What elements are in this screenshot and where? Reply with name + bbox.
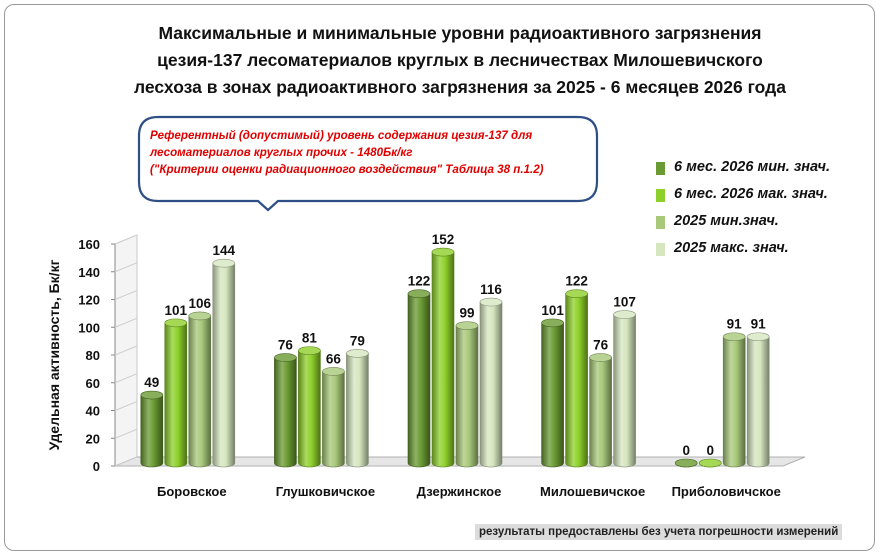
y-tick-depth <box>114 428 138 439</box>
x-tick-label: Глушковичское <box>276 484 375 499</box>
data-label: 107 <box>613 295 636 310</box>
y-tick-label: 120 <box>78 293 100 308</box>
bar <box>565 289 588 468</box>
y-tick-depth <box>114 317 138 328</box>
y-tick-label: 80 <box>86 348 100 363</box>
y-tick-label: 160 <box>78 237 100 252</box>
bar <box>746 332 770 468</box>
legend-label: 6 мес. 2026 мин. знач. <box>674 159 831 175</box>
data-label: 101 <box>541 303 564 318</box>
bar <box>322 367 345 468</box>
legend-swatch <box>656 162 665 175</box>
data-label: 152 <box>432 232 455 247</box>
chart-title: Максимальные и минимальные уровни радиоа… <box>100 20 820 101</box>
x-tick-label: Боровское <box>157 484 227 499</box>
chart-title-line-3: лесхоза в зонах радиоактивного загрязнен… <box>134 77 786 97</box>
data-label: 101 <box>165 303 188 318</box>
y-tick-label: 100 <box>78 320 100 335</box>
bar <box>431 247 455 468</box>
bar <box>346 349 369 468</box>
y-axis-label: Удельная активность, Бк/кг <box>46 259 62 450</box>
data-label: 49 <box>144 375 159 390</box>
bar <box>613 310 636 468</box>
bar <box>274 353 297 468</box>
y-tick-label: 0 <box>93 459 100 474</box>
y-tick-label: 140 <box>78 265 100 280</box>
bar <box>407 289 431 468</box>
bar <box>212 258 236 468</box>
callout-line-1: Референтный (допустимый) уровень содержа… <box>150 129 533 142</box>
bar <box>541 318 564 468</box>
data-label: 99 <box>459 306 474 321</box>
x-tick-label: Приболовичское <box>672 484 781 499</box>
y-tick-depth <box>114 401 138 411</box>
bar <box>298 346 321 468</box>
legend-label: 2025 мин.знач. <box>674 213 779 229</box>
data-label: 79 <box>350 333 365 348</box>
data-label: 144 <box>213 243 236 258</box>
data-label: 76 <box>278 338 294 353</box>
data-label: 122 <box>408 274 431 289</box>
data-label: 116 <box>480 282 502 297</box>
legend-swatch <box>656 216 665 229</box>
chart-title-line-1: Максимальные и минимальные уровни радиоа… <box>158 23 762 43</box>
data-label: 106 <box>189 296 212 311</box>
data-label: 66 <box>326 351 342 366</box>
bar <box>674 458 698 468</box>
y-tick-label: 40 <box>86 404 100 419</box>
data-label: 0 <box>682 443 690 458</box>
bar <box>589 353 612 468</box>
x-tick-label: Милошевичское <box>540 484 645 499</box>
legend-swatch <box>656 189 665 202</box>
callout-text: Референтный (допустимый) уровень содержа… <box>150 127 590 178</box>
data-label: 91 <box>751 317 767 332</box>
data-label: 91 <box>727 317 743 332</box>
y-tick-depth <box>114 373 138 384</box>
y-tick-depth <box>114 290 138 300</box>
bar <box>479 297 503 468</box>
legend-label: 6 мес. 2026 мак. знач. <box>674 186 828 202</box>
y-tick-label: 20 <box>86 431 100 446</box>
x-tick-label: Дзержинское <box>417 484 502 499</box>
chart-title-line-2: цезия-137 лесоматериалов круглых в лесни… <box>157 50 763 70</box>
bar <box>698 458 722 468</box>
chart-bars <box>140 247 770 468</box>
callout-line-2: лесоматериалов круглых прочих - 1480Бк/к… <box>150 146 413 159</box>
footnote: результаты предоставлены без учета погре… <box>475 524 843 540</box>
legend-label: 2025 макс. знач. <box>674 240 789 256</box>
data-label: 0 <box>706 443 714 458</box>
callout-line-3: ("Критерии оценки радиационного воздейст… <box>150 163 544 176</box>
bar <box>164 318 188 468</box>
y-tick-depth <box>114 345 138 356</box>
data-label: 76 <box>593 338 609 353</box>
y-tick-depth <box>114 262 138 273</box>
bar <box>140 390 164 468</box>
bar <box>455 321 479 468</box>
bar <box>722 332 746 468</box>
legend-swatch <box>656 243 665 256</box>
bar <box>188 311 212 468</box>
data-label: 122 <box>565 274 588 289</box>
y-tick-depth <box>114 456 138 467</box>
y-tick-label: 60 <box>86 376 100 391</box>
y-tick-depth <box>114 234 138 245</box>
data-label: 81 <box>302 331 318 346</box>
